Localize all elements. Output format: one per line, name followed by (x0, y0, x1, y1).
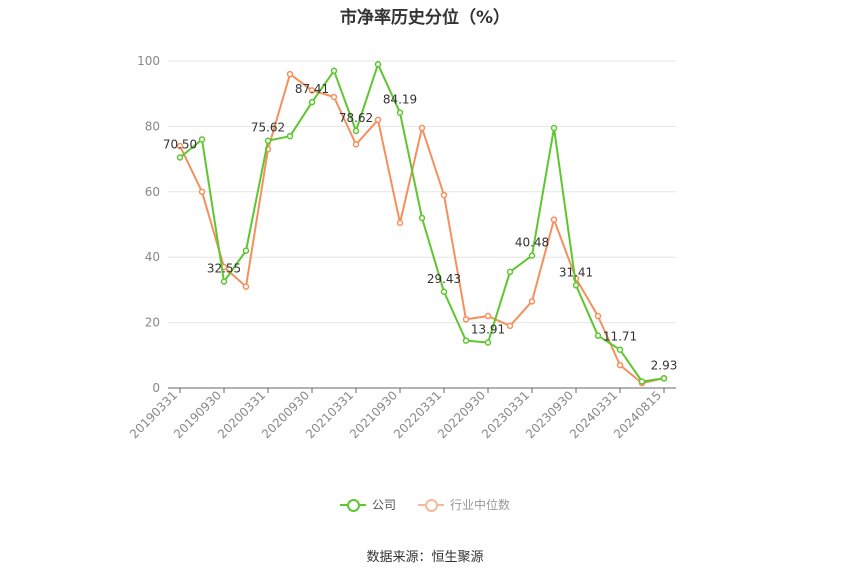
x-tick-label: 20240815 (611, 388, 664, 441)
point-company[interactable] (638, 378, 646, 385)
data-label: 75.62 (251, 121, 285, 135)
data-label: 84.19 (383, 93, 417, 107)
point-company[interactable] (198, 136, 206, 143)
data-label: 32.55 (207, 262, 241, 276)
point-company[interactable] (506, 268, 514, 276)
point-company[interactable] (330, 67, 338, 75)
point-industry-median[interactable] (484, 312, 492, 320)
point-industry-median[interactable] (528, 298, 536, 305)
point-industry-median[interactable] (176, 142, 184, 150)
y-tick-label: 20 (145, 316, 160, 330)
legend-item-company[interactable]: 公司 (339, 496, 396, 513)
data-label: 13.91 (471, 323, 505, 337)
point-company[interactable] (220, 278, 228, 285)
point-company[interactable] (594, 332, 602, 339)
y-tick-label: 0 (152, 381, 160, 395)
point-company[interactable] (264, 137, 272, 144)
point-company[interactable] (374, 61, 382, 68)
point-company[interactable] (572, 282, 580, 289)
point-company[interactable] (528, 252, 536, 259)
point-company[interactable] (286, 132, 294, 140)
point-industry-median[interactable] (396, 219, 404, 227)
point-industry-median[interactable] (462, 316, 470, 323)
series-line-company (179, 63, 665, 383)
point-industry-median[interactable] (594, 312, 602, 320)
data-label: 31.41 (559, 265, 593, 279)
point-company[interactable] (550, 124, 558, 132)
point-company[interactable] (440, 288, 448, 296)
point-industry-median[interactable] (286, 70, 294, 78)
point-industry-median[interactable] (330, 93, 338, 101)
point-company[interactable] (462, 337, 470, 344)
point-company[interactable] (396, 109, 404, 116)
y-tick-label: 100 (137, 54, 160, 68)
point-company[interactable] (308, 98, 316, 106)
y-tick-label: 80 (145, 119, 160, 133)
point-industry-median[interactable] (242, 283, 250, 290)
point-industry-median[interactable] (440, 191, 448, 199)
point-industry-median[interactable] (352, 141, 360, 148)
point-industry-median[interactable] (550, 216, 558, 223)
point-company[interactable] (660, 375, 668, 382)
data-label: 70.50 (163, 137, 197, 151)
point-company[interactable] (484, 339, 492, 346)
legend-item-industry-median[interactable]: 行业中位数 (418, 496, 510, 513)
y-tick-label: 40 (145, 250, 160, 264)
data-label: 29.43 (427, 272, 461, 286)
data-source: 数据来源：恒生聚源 (366, 550, 484, 565)
point-industry-median[interactable] (374, 116, 382, 124)
legend-swatch-industry-median (418, 498, 444, 512)
y-tick-label: 60 (145, 185, 160, 199)
legend-label-industry-median: 行业中位数 (450, 498, 511, 512)
data-label: 87.41 (295, 82, 329, 96)
point-industry-median[interactable] (506, 322, 514, 330)
data-label: 11.71 (603, 330, 637, 344)
point-company[interactable] (418, 214, 426, 222)
point-industry-median[interactable] (308, 87, 316, 94)
legend: 公司 行业中位数 (0, 496, 850, 513)
point-company[interactable] (176, 154, 184, 161)
point-industry-median[interactable] (616, 361, 624, 369)
data-label: 40.48 (515, 236, 549, 250)
chart-title: 市净率历史分位（%） (339, 8, 511, 28)
point-industry-median[interactable] (198, 188, 206, 196)
data-label: 78.62 (339, 111, 373, 125)
point-company[interactable] (352, 127, 360, 135)
point-company[interactable] (616, 346, 624, 353)
point-industry-median[interactable] (418, 124, 426, 132)
legend-swatch-company (339, 498, 366, 512)
data-label: 2.93 (651, 358, 678, 372)
point-company[interactable] (242, 247, 250, 254)
legend-label-company: 公司 (371, 498, 396, 512)
